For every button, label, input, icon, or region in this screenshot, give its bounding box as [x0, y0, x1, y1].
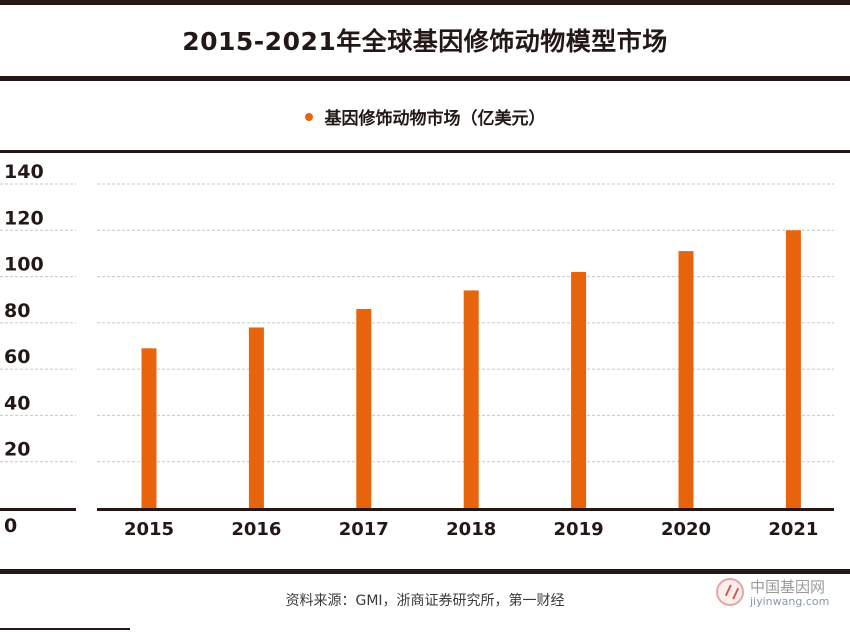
bottom-left-rule — [0, 628, 130, 630]
bar-2021 — [785, 230, 801, 509]
y-axis-ticks: 0 20 40 60 80 100 120 140 — [4, 161, 44, 537]
y-tick-label: 120 — [4, 207, 44, 229]
watermark-logo: 中国基因网 jiyinwang.com — [716, 576, 836, 610]
y-tick-label: 100 — [4, 254, 44, 276]
bar-2017 — [356, 308, 372, 508]
watermark-text: 中国基因网 — [750, 578, 826, 596]
x-tick-label: 2019 — [554, 519, 604, 540]
legend-divider — [0, 150, 850, 153]
title-underline — [0, 76, 850, 81]
bar-2015 — [141, 348, 157, 508]
footer-rule — [0, 569, 850, 574]
bar-2020 — [678, 251, 694, 508]
y-tick-label: 80 — [4, 300, 30, 322]
x-tick-label: 2015 — [124, 519, 174, 540]
legend: 基因修饰动物市场（亿美元） — [0, 104, 850, 129]
y-tick-label: 40 — [4, 392, 30, 414]
bars — [141, 230, 801, 509]
y-tick-label: 60 — [4, 346, 30, 368]
x-axis-line-left — [0, 508, 76, 511]
source-note: 资料来源：GMI，浙商证券研究所，第一财经 — [285, 593, 565, 609]
y-tick-label: 140 — [4, 161, 44, 183]
y-tick-label: 0 — [4, 515, 17, 537]
gridlines — [0, 183, 834, 463]
x-axis-ticks: 2015 2016 2017 2018 2019 2020 2021 — [124, 519, 819, 540]
x-tick-label: 2020 — [661, 519, 711, 540]
x-tick-label: 2021 — [768, 519, 818, 540]
legend-marker — [304, 113, 313, 121]
watermark-domain: jiyinwang.com — [750, 595, 830, 608]
bar-2019 — [571, 271, 587, 508]
y-tick-label: 20 — [4, 439, 30, 461]
chart-title: 2015-2021年全球基因修饰动物模型市场 — [182, 27, 668, 56]
x-tick-label: 2017 — [339, 519, 389, 540]
x-axis-line — [97, 508, 834, 511]
x-tick-label: 2016 — [231, 519, 281, 540]
top-rule — [0, 0, 850, 5]
dna-icon — [716, 578, 744, 606]
legend-label: 基因修饰动物市场（亿美元） — [324, 109, 546, 129]
bar-2018 — [463, 290, 479, 508]
x-tick-label: 2018 — [446, 519, 496, 540]
bar-2016 — [248, 327, 264, 508]
